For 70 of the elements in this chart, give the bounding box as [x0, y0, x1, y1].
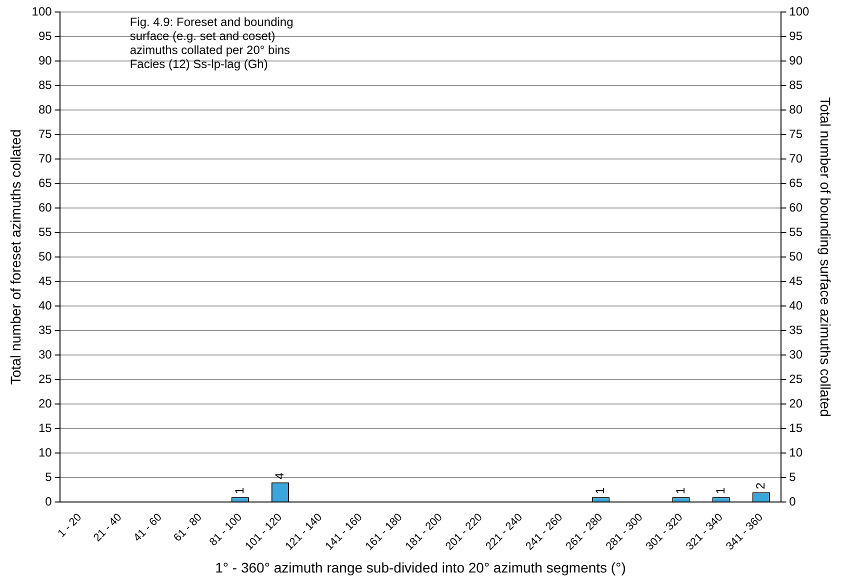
- y2-tick-label: 55: [789, 224, 803, 239]
- y-axis-title: Total number of foreset azimuths collated: [7, 129, 24, 385]
- y-tick-label: 60: [38, 200, 52, 214]
- y2-tick-label: 50: [789, 249, 803, 264]
- x-tick-label: 181 - 200: [403, 511, 445, 553]
- y2-tick-label: 20: [789, 396, 803, 410]
- x-tick-label: 61 - 80: [172, 511, 204, 544]
- y-tick-label: 50: [38, 249, 52, 264]
- x-tick-label: 341 - 360: [724, 511, 766, 553]
- annotation: Fig. 4.9: Foreset and bounding surface (e.g. set and coset) azimuths collated per 20° bins Facies (12) Ss-lp-lag (Gh): [130, 15, 294, 71]
- y2-tick-label: 15: [789, 420, 803, 435]
- y2-tick-label: 10: [789, 445, 803, 460]
- x-tick-label: 41 - 60: [132, 511, 164, 544]
- x-tick-label: 21 - 40: [91, 511, 124, 544]
- data-label: 1: [232, 487, 246, 494]
- y-tick-label: 80: [38, 102, 52, 116]
- x-tick-label: 201 - 220: [444, 511, 485, 553]
- y-tick-label: 55: [38, 224, 52, 239]
- x-tick-label: 281 - 300: [604, 511, 646, 553]
- y-tick-label: 75: [38, 126, 52, 141]
- y-tick-label: 40: [38, 298, 52, 312]
- data-label: 2: [753, 482, 768, 490]
- x-tick-label: 81 - 100: [207, 511, 244, 548]
- x-tick-label: 141 - 160: [323, 511, 365, 553]
- y-tick-label: 100: [32, 4, 52, 18]
- y2-tick-label: 90: [789, 53, 803, 68]
- y-tick-label: 30: [38, 347, 52, 362]
- y2-tick-label: 95: [789, 28, 803, 43]
- y-tick-label: 65: [38, 176, 52, 190]
- y2-tick-label: 80: [789, 102, 803, 116]
- y2-tick-label: 35: [789, 322, 803, 337]
- data-label: 1: [713, 487, 728, 494]
- y2-tick-label: 0: [789, 494, 796, 508]
- y2-tick-label: 25: [789, 372, 803, 386]
- x-tick-label: 161 - 180: [363, 511, 405, 553]
- y2-tick-label: 70: [789, 151, 803, 166]
- y-tick-label: 15: [38, 420, 52, 435]
- y2-axis-title: Total number of bounding surface azimuths collated: [818, 97, 834, 417]
- x-tick-label: 101 - 120: [243, 511, 284, 553]
- x-tick-label: 261 - 280: [564, 511, 606, 553]
- y-tick-label: 10: [38, 445, 52, 460]
- x-tick-label: 301 - 320: [644, 511, 686, 553]
- y2-tick-label: 85: [789, 78, 803, 92]
- y2-tick-label: 30: [789, 347, 803, 362]
- y-tick-label: 85: [38, 78, 52, 92]
- y-tick-label: 90: [38, 53, 52, 68]
- y-tick-label: 5: [45, 470, 52, 484]
- data-label: 1: [593, 487, 608, 494]
- y2-tick-label: 100: [789, 4, 810, 18]
- y2-tick-label: 65: [789, 176, 803, 190]
- x-tick-label: 221 - 240: [484, 511, 525, 553]
- y2-tick-label: 60: [789, 200, 803, 214]
- y-tick-label: 70: [38, 151, 52, 166]
- y2-tick-label: 45: [789, 274, 803, 288]
- y2-tick-label: 5: [789, 470, 796, 484]
- y-tick-label: 25: [38, 372, 52, 386]
- y-tick-label: 95: [38, 28, 52, 43]
- x-tick-label: 121 - 140: [283, 511, 325, 553]
- x-tick-label: 241 - 260: [524, 511, 566, 553]
- y-tick-label: 0: [45, 494, 52, 508]
- x-tick-label: 321 - 340: [684, 511, 726, 553]
- y2-tick-label: 75: [789, 126, 803, 141]
- data-label: 4: [272, 472, 287, 480]
- y-tick-label: 35: [38, 322, 52, 337]
- y2-tick-label: 40: [789, 298, 803, 312]
- data-label: 1: [673, 487, 688, 494]
- y-tick-label: 45: [38, 274, 52, 288]
- x-axis-title: 1° - 360° azimuth range sub-divided into 20° azimuth segments (°): [215, 559, 626, 576]
- y-tick-label: 20: [38, 396, 52, 410]
- x-tick-label: 1 - 20: [56, 511, 84, 540]
